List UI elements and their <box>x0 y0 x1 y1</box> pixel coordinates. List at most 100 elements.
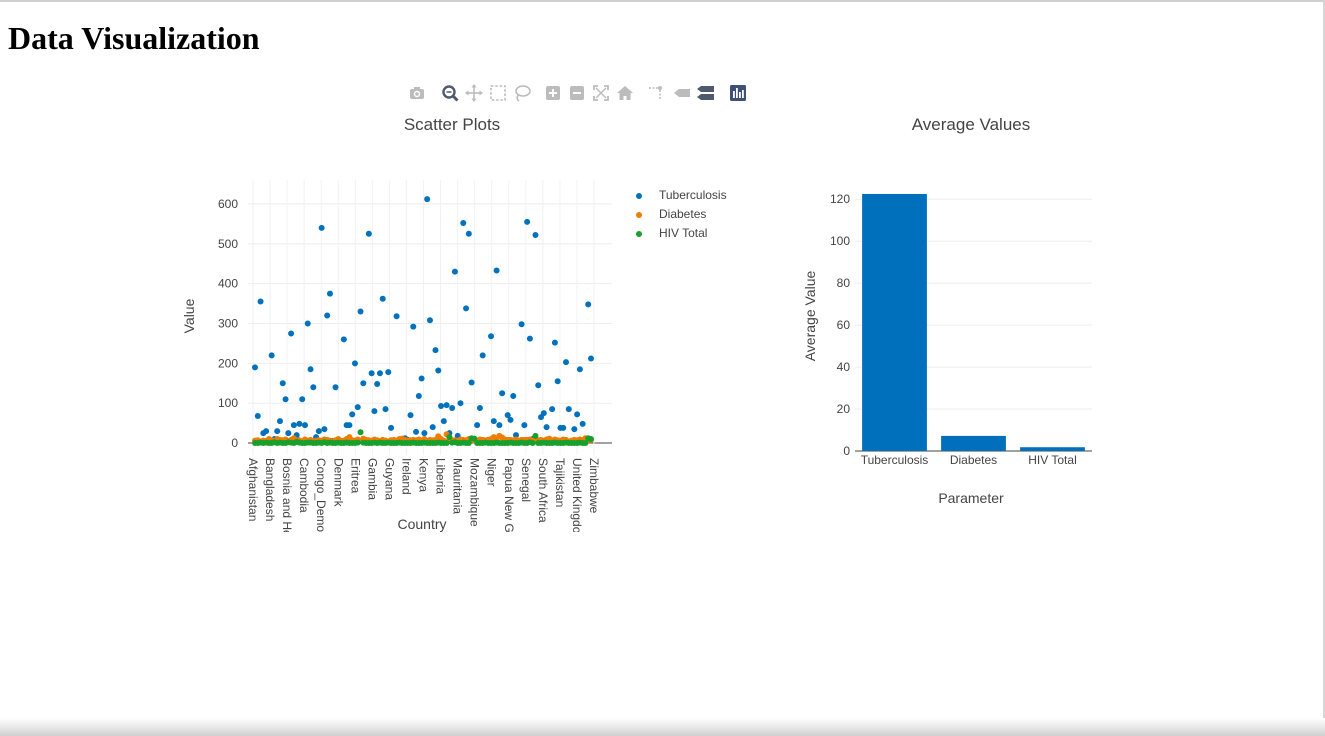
scatter-point <box>482 437 489 444</box>
scatter-point <box>574 440 581 447</box>
scatter-x-tick-label: Niger <box>485 458 499 487</box>
scatter-point <box>385 439 392 446</box>
lasso-select-icon[interactable] <box>511 82 533 104</box>
scatter-point <box>513 440 520 447</box>
scatter-point <box>271 438 278 445</box>
hover-closest-icon[interactable] <box>671 82 693 104</box>
scatter-point <box>524 436 531 443</box>
scatter-point <box>390 436 397 443</box>
spike-lines-icon[interactable] <box>645 82 667 104</box>
scatter-point <box>285 438 292 445</box>
scatter-point <box>479 352 486 359</box>
scatter-point <box>363 440 370 447</box>
home-icon[interactable] <box>614 82 636 104</box>
zoom-out-icon[interactable] <box>566 82 588 104</box>
scatter-point <box>296 439 303 446</box>
scatter-point <box>443 431 450 438</box>
scatter-point <box>563 439 570 446</box>
scatter-point <box>501 436 508 443</box>
scatter-point <box>501 440 508 447</box>
scatter-point <box>318 437 325 444</box>
scatter-point <box>463 305 470 312</box>
scatter-point <box>518 436 525 443</box>
scatter-point <box>307 366 314 373</box>
scatter-point <box>315 428 322 435</box>
scatter-point <box>329 440 336 447</box>
scatter-point <box>540 437 547 444</box>
legend-marker <box>636 193 642 199</box>
scatter-point <box>507 416 514 423</box>
scatter-point <box>571 440 578 447</box>
scatter-point <box>254 437 261 444</box>
scatter-point <box>276 436 283 443</box>
scatter-point <box>363 438 370 445</box>
scatter-point <box>560 436 567 443</box>
bar-y-tick-label: 0 <box>843 444 850 458</box>
scatter-point <box>357 429 364 436</box>
scatter-point <box>301 436 308 443</box>
scatter-point <box>543 440 550 447</box>
legend-label: HIV Total <box>659 226 708 240</box>
scatter-point <box>582 435 589 442</box>
scatter-y-tick-label: 600 <box>218 197 238 211</box>
scatter-point <box>426 317 433 324</box>
scatter-point <box>440 418 447 425</box>
pan-icon[interactable] <box>463 82 485 104</box>
scatter-point <box>546 440 553 447</box>
scatter-point <box>588 436 594 443</box>
zoom-in-icon[interactable] <box>542 82 564 104</box>
scatter-point <box>532 432 539 439</box>
camera-icon[interactable] <box>406 82 428 104</box>
scatter-point <box>521 440 528 447</box>
scatter-point <box>274 436 281 443</box>
scatter-point <box>529 440 536 447</box>
scatter-point <box>515 437 522 444</box>
scatter-x-tick-label: United Kingdom <box>570 458 584 543</box>
scatter-point <box>285 430 292 437</box>
scatter-point <box>510 393 517 400</box>
legend-marker <box>636 231 642 237</box>
bar <box>941 435 1006 451</box>
scatter-point <box>293 437 300 444</box>
scatter-point <box>540 439 547 446</box>
scatter-point <box>282 396 289 403</box>
scatter-point <box>510 440 517 447</box>
scatter-point <box>349 437 356 444</box>
plotly-logo-icon[interactable] <box>727 82 749 104</box>
scatter-point <box>585 435 592 442</box>
scatter-point <box>418 375 425 382</box>
scatter-point <box>326 290 333 297</box>
scatter-point <box>290 422 297 429</box>
scatter-point <box>265 438 272 445</box>
scatter-point <box>424 438 431 445</box>
scatter-point <box>535 440 542 447</box>
scatter-point <box>574 437 581 444</box>
scatter-point <box>263 438 270 445</box>
scatter-point <box>393 313 400 320</box>
scatter-point <box>351 440 358 447</box>
scatter-point <box>338 440 345 447</box>
scatter-point <box>485 436 492 443</box>
scatter-point <box>538 414 545 421</box>
scatter-point <box>360 435 367 442</box>
box-select-icon[interactable] <box>487 82 509 104</box>
window-bottom-edge <box>0 718 1325 736</box>
scatter-point <box>485 440 492 447</box>
scatter-point <box>476 404 483 411</box>
scatter-point <box>526 335 533 342</box>
autoscale-icon[interactable] <box>590 82 612 104</box>
scatter-point <box>335 436 342 443</box>
zoom-icon[interactable] <box>439 82 461 104</box>
window-top-edge <box>0 0 1325 2</box>
scatter-point <box>396 439 403 446</box>
scatter-x-tick-label: Denmark <box>331 458 345 508</box>
scatter-point <box>418 440 425 447</box>
scatter-point <box>285 439 292 446</box>
scatter-point <box>535 382 542 389</box>
scatter-point <box>382 440 389 447</box>
scatter-point <box>529 436 536 443</box>
scatter-point <box>310 438 317 445</box>
hover-compare-icon[interactable] <box>695 82 717 104</box>
scatter-point <box>488 436 495 443</box>
scatter-point <box>354 436 361 443</box>
